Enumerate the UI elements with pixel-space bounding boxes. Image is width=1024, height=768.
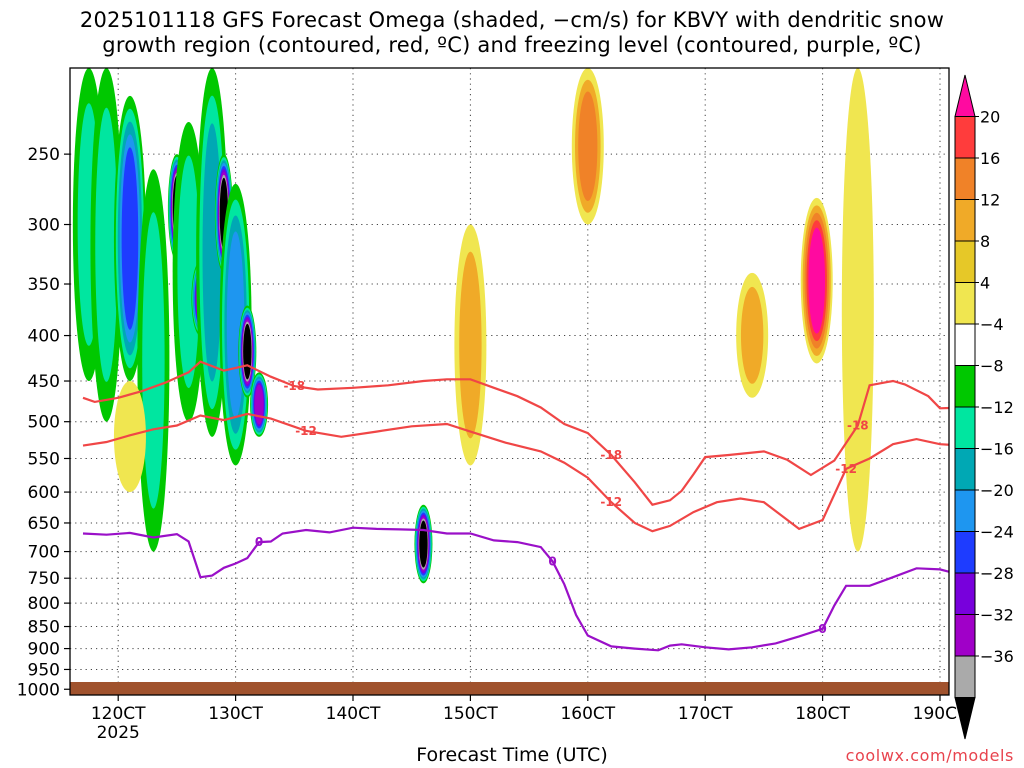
xtick-label-160CT: 160CT [560, 704, 615, 724]
contour-label-1-2: -12 [835, 462, 857, 476]
ytick-label-350: 350 [28, 275, 60, 295]
title-line-2: growth region (contoured, red, ºC) and f… [102, 33, 922, 57]
colorbar-seg-4 [954, 240, 976, 283]
colorbar-label-0: 20 [980, 108, 1000, 127]
ytick-label-1000: 1000 [17, 680, 60, 700]
contour-0 [82, 360, 949, 506]
x-axis-label: Forecast Time (UTC) [416, 744, 608, 766]
colorbar-label-12: −32 [980, 606, 1014, 625]
omega-cell-1-1 [95, 107, 118, 382]
contour-label-0-2: -18 [847, 419, 869, 433]
colorbar-label-13: −36 [980, 647, 1014, 666]
colorbar-label-11: −28 [980, 564, 1014, 583]
colorbar-seg-8 [954, 406, 976, 449]
contour-label-1-1: -12 [600, 495, 622, 509]
ytick-label-250: 250 [28, 145, 60, 165]
omega-cell-11-6 [254, 384, 264, 425]
colorbar-seg-9 [954, 448, 976, 491]
contours: -18 -18 -18 -12 -12 -12 0 0 0 [82, 360, 949, 652]
colorbar-seg-3 [954, 199, 976, 242]
ytick-label-800: 800 [28, 594, 60, 614]
contour-1 [82, 412, 949, 533]
colorbar-seg-13 [954, 614, 976, 657]
contour-label-2-1: 0 [548, 554, 556, 568]
xtick-label-180CT: 180CT [795, 704, 850, 724]
colorbar-label-3: 8 [980, 232, 990, 251]
omega-cell-15-2 [578, 91, 598, 202]
ytick-label-300: 300 [28, 216, 60, 236]
ytick-label-600: 600 [28, 483, 60, 503]
ytick-label-700: 700 [28, 543, 60, 563]
ytick-label-950: 950 [28, 660, 60, 680]
contour-label-2-2: 0 [818, 622, 826, 636]
xtick-label-150CT: 150CT [443, 704, 498, 724]
omega-cell-2-4 [121, 147, 139, 330]
colorbar-label-8: −16 [980, 440, 1014, 459]
ytick-label-750: 750 [28, 569, 60, 589]
xtick-sublabel: 2025 [97, 723, 140, 743]
colorbar-seg-2 [954, 157, 976, 200]
colorbar: 20 16 12 8 4 −4 −8 −12 −16 −20 −24 −28 −32 −36 [954, 74, 1014, 740]
colorbar-seg-5 [954, 282, 976, 325]
colorbar-seg-6 [954, 323, 976, 366]
colorbar-label-5: −4 [980, 315, 1004, 334]
omega-cell-10-8 [243, 323, 252, 380]
xtick-label-190CT: 190CT [913, 704, 968, 724]
colorbar-cap-top [954, 74, 976, 117]
chart-title: 2025101118 GFS Forecast Omega (shaded, −… [0, 8, 1024, 58]
xtick-label-130CT: 130CT [208, 704, 263, 724]
omega-cell-12-8 [419, 520, 428, 568]
contour-label-1-0: -12 [295, 424, 317, 438]
ytick-label-450: 450 [28, 372, 60, 392]
contour-label-0-0: -18 [283, 379, 305, 393]
colorbar-seg-10 [954, 489, 976, 532]
ytick-label-400: 400 [28, 327, 60, 347]
colorbar-label-1: 16 [980, 149, 1000, 168]
omega-cell-5-1 [177, 155, 200, 388]
colorbar-seg-7 [954, 365, 976, 408]
colorbar-label-2: 12 [980, 191, 1000, 210]
colorbar-seg-14 [954, 655, 976, 698]
colorbar-seg-1 [954, 116, 976, 159]
ytick-label-650: 650 [28, 514, 60, 534]
contour-label-0-1: -18 [600, 448, 622, 462]
xtick-label-140CT: 140CT [326, 704, 381, 724]
ytick-label-850: 850 [28, 618, 60, 638]
contour-label-2-0: 0 [255, 535, 263, 549]
title-line-1: 2025101118 GFS Forecast Omega (shaded, −… [79, 8, 945, 32]
omega-cell-17-4 [808, 227, 826, 334]
colorbar-label-9: −20 [980, 481, 1014, 500]
colorbar-seg-11 [954, 531, 976, 574]
colorbar-label-4: 4 [980, 274, 990, 293]
omega-cell-16-1 [740, 286, 764, 384]
xtick-label-120CT: 120CT [91, 704, 146, 724]
omega-cell-13-0 [113, 381, 146, 493]
colorbar-label-7: −12 [980, 398, 1014, 417]
ytick-label-900: 900 [28, 640, 60, 660]
colorbar-cap-bottom [954, 697, 976, 740]
terrain-bar [70, 682, 949, 695]
omega-cell-14-1 [459, 251, 482, 439]
colorbar-label-6: −8 [980, 357, 1004, 376]
ytick-label-500: 500 [28, 413, 60, 433]
omega-field [72, 68, 874, 584]
ytick-label-550: 550 [28, 449, 60, 469]
omega-cell-3-1 [142, 212, 165, 509]
credit-link[interactable]: coolwx.com/models [845, 746, 1014, 765]
omega-cell-18-0 [841, 68, 874, 552]
xtick-label-170CT: 170CT [678, 704, 733, 724]
colorbar-seg-12 [954, 572, 976, 615]
contour-2 [82, 526, 949, 652]
colorbar-label-10: −24 [980, 523, 1014, 542]
